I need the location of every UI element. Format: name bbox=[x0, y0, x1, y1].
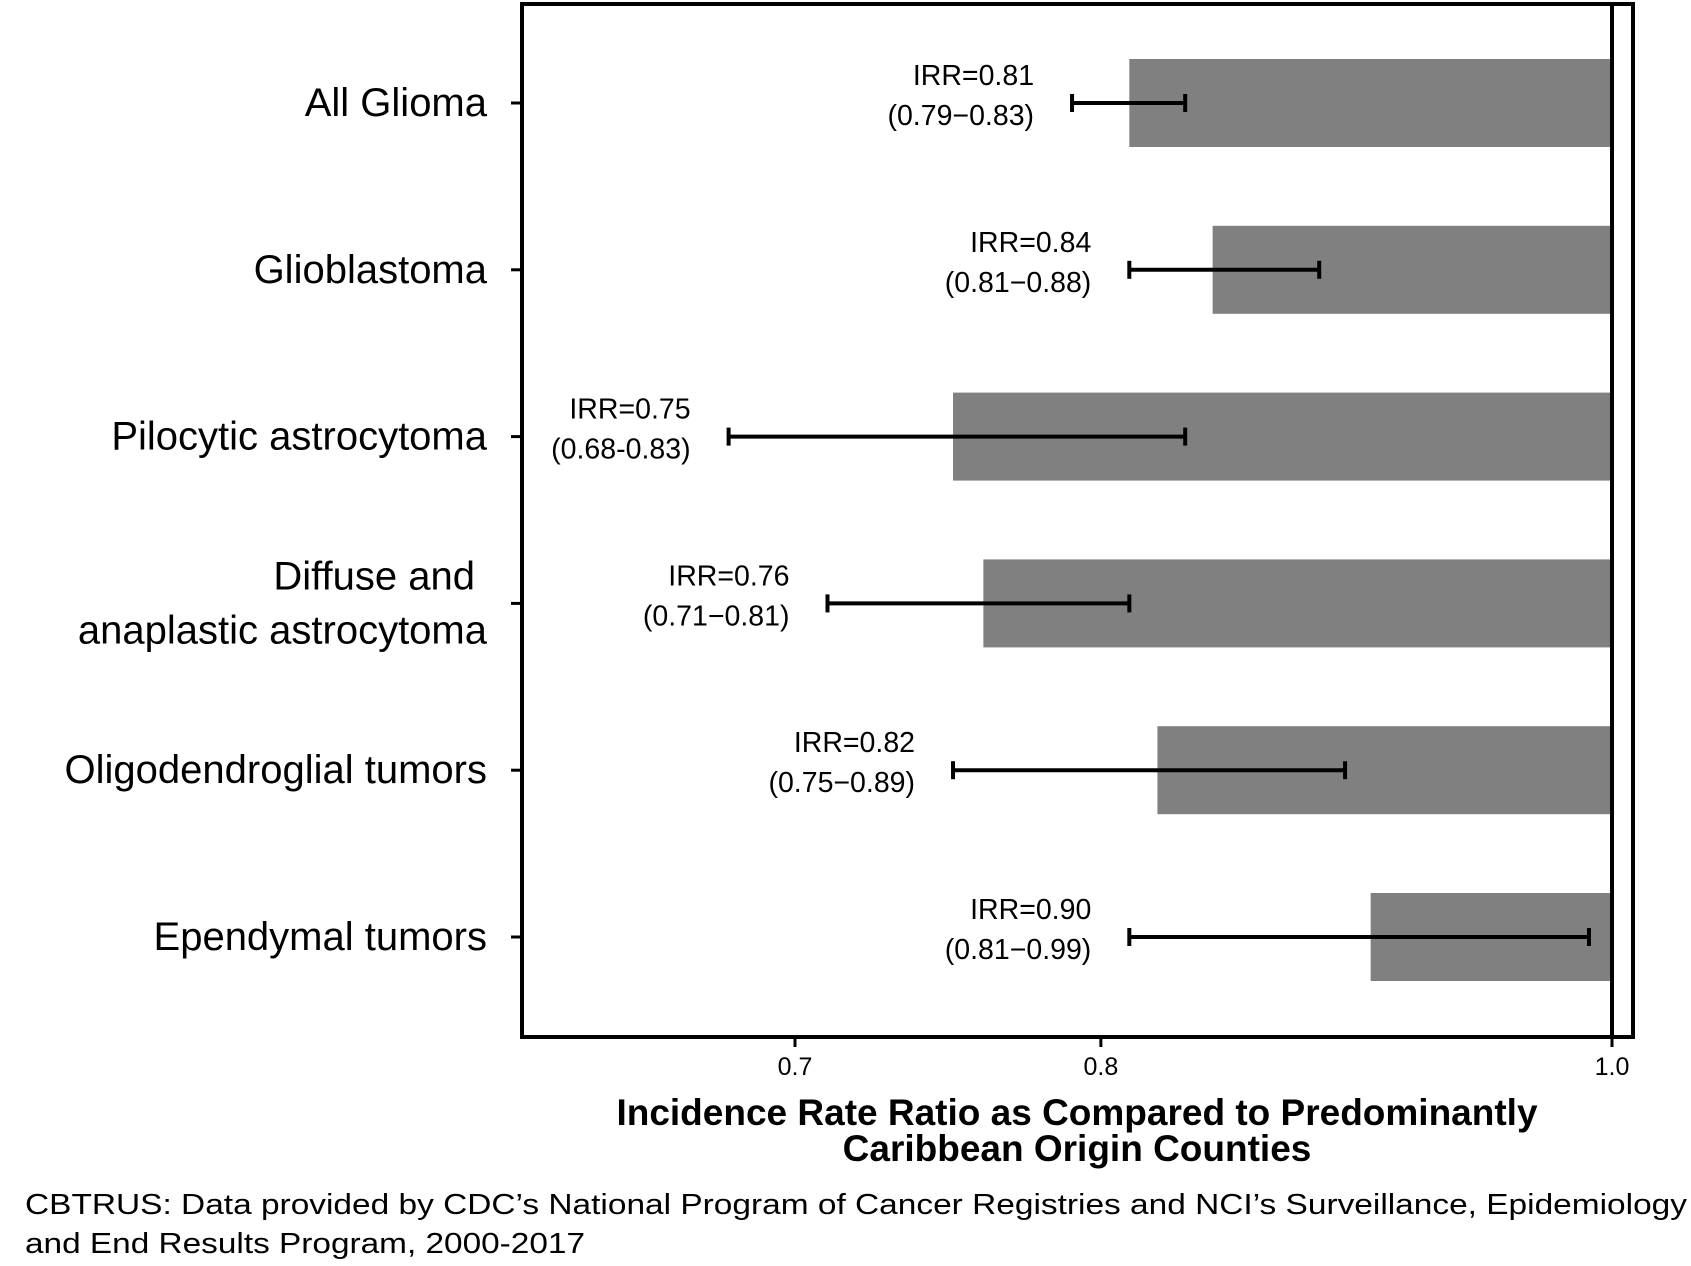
error-bars-layer bbox=[726, 94, 1591, 946]
irr-annotation-glioblastoma-1: IRR=0.84 bbox=[970, 227, 1091, 259]
irr-annotation-pilocytic-astrocytoma-1: IRR=0.75 bbox=[569, 394, 690, 426]
irr-annotation-oligodendroglial-tumors-2: (0.75−0.89) bbox=[768, 767, 915, 799]
irr-annotation-ependymal-tumors-2: (0.81−0.99) bbox=[945, 934, 1092, 966]
source-caption-line-2: and End Results Program, 2000-2017 bbox=[25, 1228, 585, 1260]
irr-annotation-oligodendroglial-tumors-1: IRR=0.82 bbox=[794, 727, 915, 759]
source-caption: CBTRUS: Data provided by CDC’s National … bbox=[25, 1189, 1688, 1260]
irr-annotation-glioblastoma-2: (0.81−0.88) bbox=[945, 267, 1092, 299]
category-label-all-glioma: All Glioma bbox=[305, 81, 488, 125]
x-axis-title-line-1: Incidence Rate Ratio as Compared to Pred… bbox=[616, 1092, 1538, 1133]
irr-annotations-layer: IRR=0.81 (0.79−0.83) IRR=0.84 (0.81−0.88) IR… bbox=[551, 60, 1091, 966]
x-tick-label-0-7: 0.7 bbox=[778, 1053, 813, 1081]
irr-annotation-ependymal-tumors-1: IRR=0.90 bbox=[970, 894, 1091, 926]
category-label-pilocytic-astrocytoma: Pilocytic astrocytoma bbox=[111, 415, 487, 459]
irr-annotation-pilocytic-astrocytoma-2: (0.68-0.83) bbox=[551, 434, 690, 466]
source-caption-line-1: CBTRUS: Data provided by CDC’s National … bbox=[25, 1189, 1688, 1221]
x-tick-label-1-0: 1.0 bbox=[1595, 1053, 1630, 1081]
irr-annotation-diffuse-and-anaplastic-astrocytoma-1: IRR=0.76 bbox=[668, 560, 789, 592]
irr-annotation-diffuse-and-anaplastic-astrocytoma-2: (0.71−0.81) bbox=[643, 600, 790, 632]
x-ticks-layer: 0.7 0.8 1.0 bbox=[778, 1037, 1630, 1081]
category-label-diffuse-and-anaplastic-astrocytoma-2: anaplastic astrocytoma bbox=[78, 608, 488, 652]
category-label-ependymal-tumors: Ependymal tumors bbox=[154, 915, 487, 959]
category-label-diffuse-and-anaplastic-astrocytoma-1: Diffuse and bbox=[273, 554, 475, 598]
irr-annotation-all-glioma-2: (0.79−0.83) bbox=[887, 100, 1034, 132]
irr-annotation-all-glioma-1: IRR=0.81 bbox=[913, 60, 1034, 92]
x-axis-title-line-2: Caribbean Origin Counties bbox=[843, 1128, 1312, 1169]
x-tick-label-0-8: 0.8 bbox=[1083, 1053, 1118, 1081]
bar-all-glioma bbox=[1129, 59, 1612, 147]
category-labels-layer: All Glioma Glioblastoma Pilocytic astrocyt… bbox=[65, 81, 522, 959]
bars-layer bbox=[953, 59, 1612, 981]
category-label-glioblastoma: Glioblastoma bbox=[254, 248, 488, 292]
x-axis-title: Incidence Rate Ratio as Compared to Pred… bbox=[616, 1092, 1538, 1169]
plot-frame bbox=[520, 2, 1635, 1039]
category-label-oligodendroglial-tumors: Oligodendroglial tumors bbox=[65, 748, 487, 792]
